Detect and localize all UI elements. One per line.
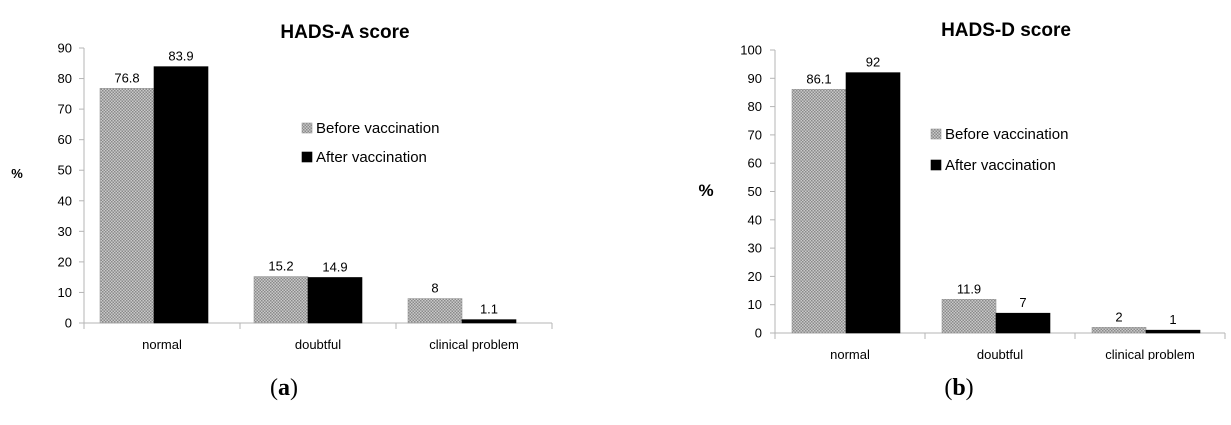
data-label: 8 [431,281,438,296]
y-tick-label: 10 [58,285,72,300]
bar-before-vaccination [1091,327,1147,334]
chart-panel-a: HADS-A score% 0 10 20 30 40 50 60 70 80 90 76.8 83.9… [0,0,560,360]
bar-before-vaccination [941,299,997,334]
y-tick-label: 90 [748,71,762,86]
caption-b: (b) [919,375,999,402]
x-tick-label: doubtful [295,337,341,352]
y-tick-label: 80 [748,99,762,114]
chart-title: HADS-D score [941,20,1071,41]
y-tick-label: 40 [748,212,762,227]
caption-a-close: ) [290,375,298,401]
y-tick-label: 60 [58,132,72,147]
bar-before-vaccination [99,88,155,324]
data-label: 14.9 [322,259,347,274]
y-tick-label: 20 [58,254,72,269]
y-tick-label: 40 [58,193,72,208]
data-label: 2 [1115,309,1122,324]
bar-after-vaccination [153,66,209,324]
caption-b-letter: b [952,375,966,401]
caption-a-letter: a [278,375,290,401]
chart-title: HADS-A score [280,22,409,43]
y-tick-label: 20 [748,269,762,284]
legend-swatch-before [930,128,942,140]
bar-before-vaccination [791,89,847,334]
hads-d-chart: HADS-D score% 0 10 20 30 40 50 60 70 80 90 100 86.1 9… [698,20,1226,360]
caption-b-open: ( [944,375,953,401]
legend-swatch-before [301,122,313,134]
y-tick-label: 10 [748,297,762,312]
caption-b-close: ) [965,375,974,401]
y-tick-label: 50 [58,163,72,178]
y-tick-label: 90 [58,41,72,56]
y-tick-label: 30 [58,224,72,239]
legend-label: After vaccination [945,157,1056,174]
legend-label: Before vaccination [316,120,439,137]
x-tick-label: doubtful [977,347,1023,360]
bar-before-vaccination [253,276,309,324]
data-label: 86.1 [806,71,831,86]
y-tick-label: 80 [58,71,72,86]
legend-label: Before vaccination [945,126,1068,143]
bar-after-vaccination [1145,329,1201,334]
y-axis-label: % [11,166,23,181]
y-tick-label: 30 [748,241,762,256]
data-label: 83.9 [168,49,193,64]
caption-a-open: ( [270,375,278,401]
y-tick-label: 70 [58,102,72,117]
bar-after-vaccination [995,312,1051,334]
data-label: 92 [866,55,880,70]
y-axis-label: % [698,181,713,200]
x-tick-label: normal [142,337,182,352]
chart-panel-b: HADS-D score% 0 10 20 30 40 50 60 70 80 90 100 86.1 9… [640,0,1231,360]
x-tick-label: normal [830,347,870,360]
caption-a: (a) [244,375,324,402]
y-tick-label: 100 [740,43,762,58]
data-label: 7 [1019,295,1026,310]
data-label: 11.9 [957,281,981,296]
y-tick-label: 0 [65,316,72,331]
hads-a-chart: HADS-A score% 0 10 20 30 40 50 60 70 80 90 76.8 83.9… [11,22,553,352]
data-label: 1.1 [480,302,498,317]
bar-after-vaccination [307,277,363,324]
y-tick-label: 0 [755,326,762,341]
y-tick-label: 70 [748,127,762,142]
legend-label: After vaccination [316,149,427,166]
x-tick-label: clinical problem [1105,347,1195,360]
bar-after-vaccination [461,319,517,324]
bar-before-vaccination [407,298,463,324]
legend-swatch-after [930,159,942,171]
y-tick-label: 50 [748,184,762,199]
y-tick-label: 60 [748,156,762,171]
data-label: 15.2 [268,259,293,274]
data-label: 1 [1169,312,1176,327]
legend-swatch-after [301,151,313,163]
x-tick-label: clinical problem [429,337,519,352]
bar-after-vaccination [845,72,901,334]
data-label: 76.8 [114,70,139,85]
